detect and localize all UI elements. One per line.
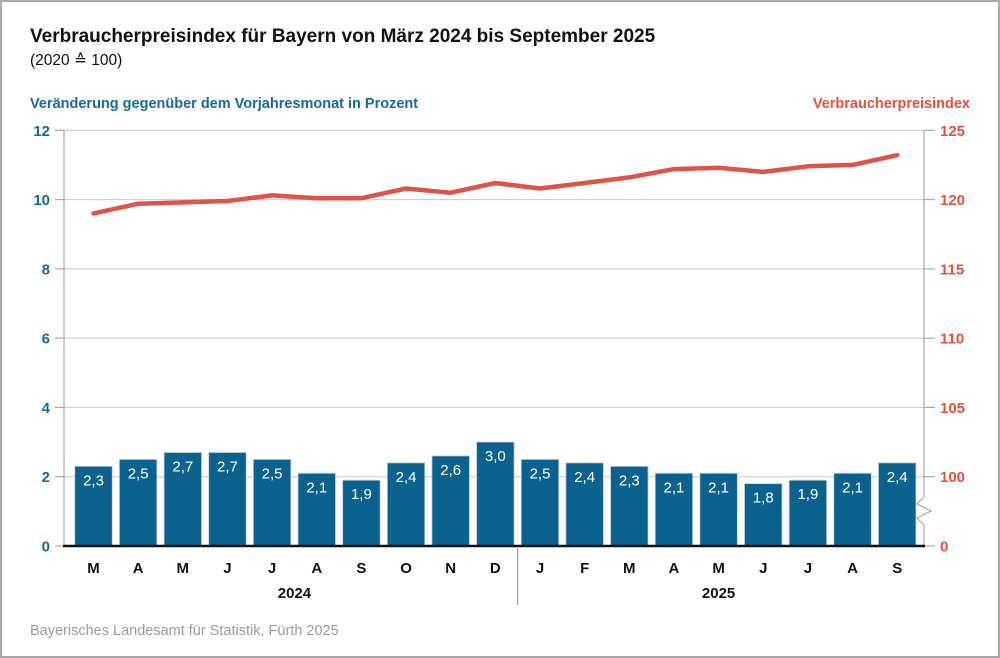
bar: [476, 441, 515, 547]
month-label: A: [133, 560, 144, 577]
bar-value-label: 2,1: [708, 479, 729, 496]
right-axis-tick-label: 120: [940, 192, 965, 209]
month-label: M: [712, 560, 725, 577]
bar-value-label: 1,9: [797, 486, 818, 503]
page-subtitle: (2020 ≙ 100): [30, 52, 123, 69]
bar: [565, 462, 604, 547]
month-label: J: [536, 560, 544, 577]
bar: [297, 472, 336, 547]
bar-value-label: 2,6: [440, 462, 461, 479]
month-label: A: [311, 560, 322, 577]
bar-value-label: 2,4: [574, 469, 595, 486]
page-title: Verbraucherpreisindex für Bayern von Mär…: [30, 26, 656, 47]
right-axis-tick-label: 110: [940, 331, 964, 348]
bar-value-label: 2,5: [530, 465, 551, 482]
left-axis-tick-label: 0: [42, 539, 50, 556]
month-label: F: [580, 560, 589, 577]
title-block: Verbraucherpreisindex für Bayern von Mär…: [30, 26, 655, 70]
month-label: M: [623, 560, 636, 577]
bar: [699, 472, 738, 547]
bar-value-label: 2,5: [128, 465, 149, 482]
right-axis-tick-label: 105: [940, 400, 965, 417]
left-axis-tick-label: 2: [42, 469, 50, 486]
bar: [119, 458, 158, 547]
month-label: J: [759, 560, 767, 577]
right-axis-tick-label: 125: [940, 123, 965, 140]
bar-value-label: 2,4: [396, 469, 417, 486]
bar-value-label: 2,5: [262, 465, 283, 482]
left-axis-tick-label: 4: [42, 400, 51, 417]
month-label: J: [804, 560, 812, 577]
bar-value-label: 3,0: [485, 448, 506, 465]
left-axis-caption: Veränderung gegenüber dem Vorjahresmonat…: [30, 96, 419, 112]
bar-value-label: 2,1: [306, 479, 327, 496]
left-axis-tick-label: 12: [33, 123, 50, 140]
year-label: 2024: [278, 585, 312, 602]
bar-value-label: 2,7: [217, 458, 238, 475]
left-axis-tick-label: 6: [42, 331, 50, 348]
source-note: Bayerisches Landesamt für Statistik, Für…: [30, 623, 339, 639]
bar: [833, 472, 872, 547]
bar-value-label: 2,3: [83, 472, 104, 489]
bar: [342, 479, 381, 547]
index-line: [91, 152, 900, 216]
bar-value-label: 1,9: [351, 486, 372, 503]
right-axis-tick-label: 0: [940, 539, 948, 556]
month-label: D: [490, 560, 501, 577]
left-axis-tick-label: 8: [42, 261, 50, 278]
month-label: S: [356, 560, 366, 577]
bar-value-label: 1,8: [753, 490, 774, 507]
bar: [163, 452, 202, 547]
month-label: O: [400, 560, 412, 577]
bar: [431, 455, 470, 547]
bar: [252, 458, 292, 547]
month-label: M: [87, 560, 100, 577]
month-label: J: [268, 560, 276, 577]
year-label: 2025: [702, 585, 735, 602]
bar-value-label: 2,1: [842, 479, 863, 496]
month-label: A: [847, 560, 858, 577]
bar: [610, 465, 649, 547]
bar-value-label: 2,7: [172, 458, 193, 475]
bar: [74, 465, 113, 547]
month-label: N: [445, 560, 456, 577]
bar-value-label: 2,3: [619, 472, 640, 489]
month-label: S: [892, 560, 902, 577]
right-axis-tick-label: 100: [940, 469, 965, 486]
bar: [654, 472, 694, 547]
month-label: M: [177, 560, 190, 577]
bar: [744, 483, 783, 547]
right-axis-tick-label: 115: [940, 261, 964, 278]
left-axis-tick-label: 10: [33, 192, 50, 209]
bar-value-label: 2,4: [887, 469, 908, 486]
month-label: A: [669, 560, 680, 577]
right-axis-caption: Verbraucherpreisindex: [812, 96, 970, 112]
bar-value-label: 2,1: [664, 479, 685, 496]
bar: [520, 458, 560, 547]
month-label: J: [223, 560, 231, 577]
axis-break-icon: [915, 496, 933, 526]
